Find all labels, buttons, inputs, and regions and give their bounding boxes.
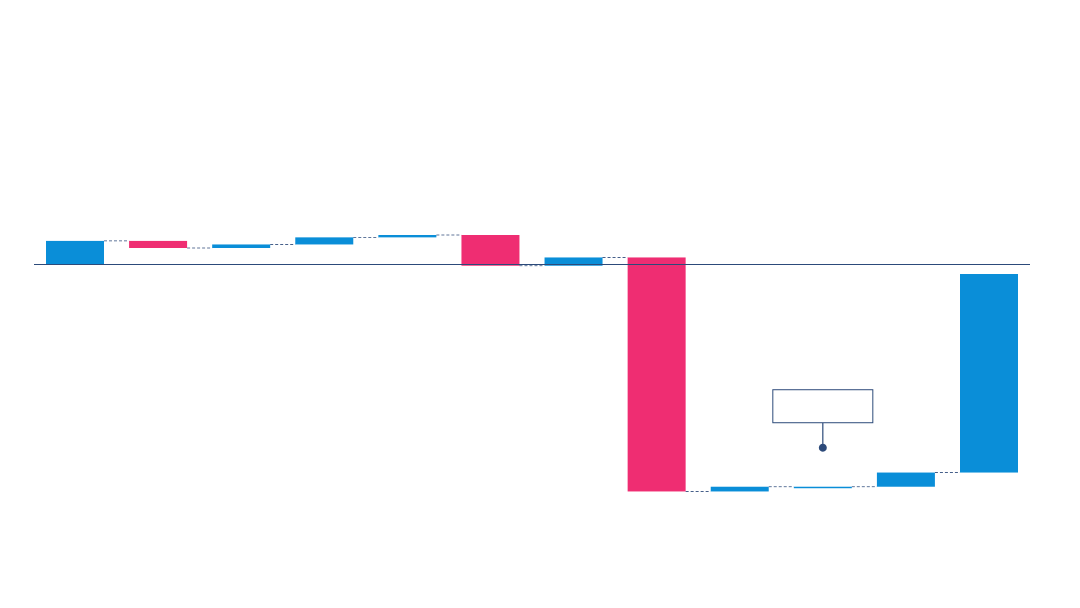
waterfall-bar-10 bbox=[793, 486, 852, 489]
waterfall-bar-3 bbox=[212, 244, 271, 248]
callout-marker bbox=[818, 443, 827, 452]
waterfall-bar-2 bbox=[129, 240, 188, 248]
waterfall-bar-9 bbox=[710, 486, 769, 492]
waterfall-bar-5 bbox=[378, 235, 437, 238]
waterfall-bar-11 bbox=[876, 472, 935, 487]
waterfall-bar-4 bbox=[295, 237, 354, 245]
bar-series bbox=[46, 235, 1018, 492]
waterfall-bar-6 bbox=[461, 235, 520, 266]
connector-lines bbox=[104, 234, 960, 492]
waterfall-bar-1 bbox=[46, 240, 104, 265]
waterfall-bar-7 bbox=[544, 257, 603, 266]
callout-box bbox=[772, 389, 874, 424]
waterfall-bar-12 bbox=[960, 274, 1018, 473]
waterfall-bar-8 bbox=[627, 257, 686, 492]
callout-annotation bbox=[772, 389, 874, 452]
